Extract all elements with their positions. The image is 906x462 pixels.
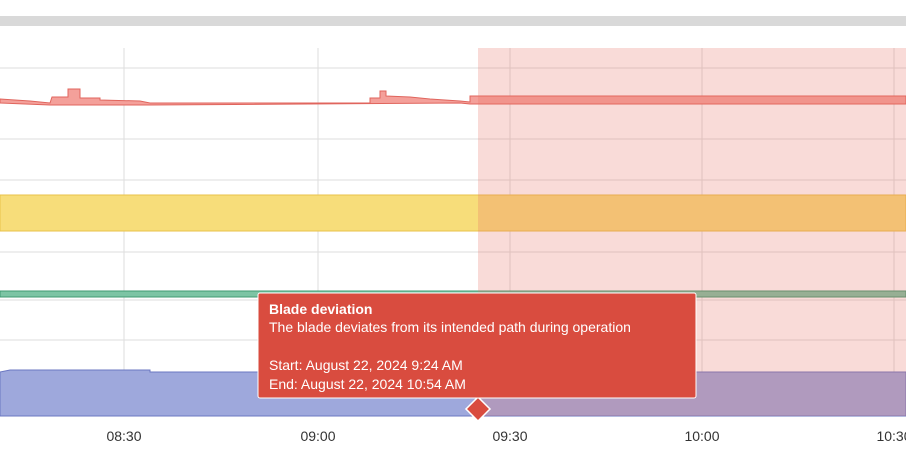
red-series <box>0 88 906 106</box>
x-tick-label: 09:30 <box>492 428 527 444</box>
x-tick-label: 09:00 <box>300 428 335 444</box>
tooltip-description: The blade deviates from its intended pat… <box>269 319 631 335</box>
x-tick-label: 10:30 <box>876 428 906 444</box>
x-axis: 08:30 09:00 09:30 10:00 10:30 <box>106 428 906 444</box>
tooltip-start: Start: August 22, 2024 9:24 AM <box>269 357 463 373</box>
tooltip-end: End: August 22, 2024 10:54 AM <box>269 376 466 392</box>
tooltip-box <box>257 292 697 399</box>
yellow-band <box>0 194 906 232</box>
x-tick-label: 08:30 <box>106 428 141 444</box>
event-marker[interactable] <box>464 395 492 423</box>
x-tick-label: 10:00 <box>684 428 719 444</box>
tooltip-title: Blade deviation <box>269 301 372 317</box>
scroll-bar <box>0 16 906 26</box>
tooltip: Blade deviation The blade deviates from … <box>257 292 697 399</box>
